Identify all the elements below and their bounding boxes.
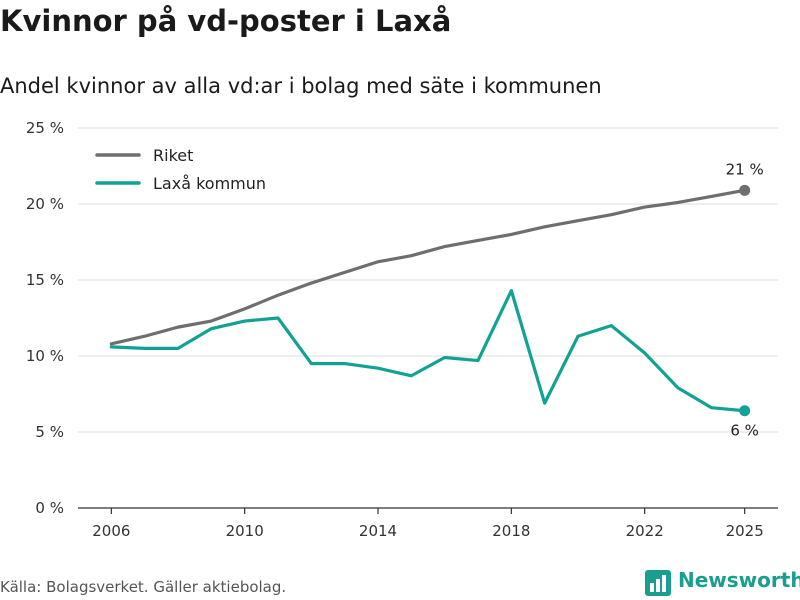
y-tick-label: 20 % bbox=[26, 195, 64, 213]
x-tick-label: 2018 bbox=[492, 522, 530, 540]
brand-name: Newsworthy bbox=[678, 568, 800, 592]
axes: 0 % 5 % 10 % 15 % 20 % 25 % 2006 2010 2014 2018 20… bbox=[26, 119, 778, 540]
series-line-0 bbox=[109, 188, 747, 346]
x-tick-label: 2010 bbox=[226, 522, 264, 540]
y-tick-label: 15 % bbox=[26, 271, 64, 289]
series-line-1 bbox=[109, 289, 747, 413]
x-tick-label: 2014 bbox=[359, 522, 397, 540]
x-tick-label: 2022 bbox=[626, 522, 664, 540]
chart-title: Kvinnor på vd-poster i Laxå bbox=[0, 4, 452, 38]
series-end-label-0: 21 % bbox=[726, 160, 764, 178]
series-end-label-1: 6 % bbox=[730, 422, 759, 440]
x-tick-label: 2025 bbox=[726, 522, 764, 540]
y-tick-label: 10 % bbox=[26, 347, 64, 365]
legend: Riket Laxå kommun bbox=[95, 146, 266, 193]
legend-label-0: Riket bbox=[153, 146, 193, 165]
chart-subtitle: Andel kvinnor av alla vd:ar i bolag med … bbox=[0, 74, 602, 98]
series-lines: 21 % 6 % bbox=[109, 160, 764, 440]
newsworthy-logo: Newsworthy bbox=[644, 568, 800, 598]
y-tick-label: 25 % bbox=[26, 119, 64, 137]
y-tick-label: 5 % bbox=[35, 423, 64, 441]
legend-label-1: Laxå kommun bbox=[153, 174, 266, 193]
source-note: Källa: Bolagsverket. Gäller aktiebolag. bbox=[0, 578, 287, 596]
series-end-point-0 bbox=[739, 184, 751, 196]
y-tick-label: 0 % bbox=[35, 499, 64, 517]
x-tick-label: 2006 bbox=[92, 522, 130, 540]
series-end-point-1 bbox=[739, 405, 751, 417]
newsworthy-logo-icon bbox=[645, 570, 671, 596]
